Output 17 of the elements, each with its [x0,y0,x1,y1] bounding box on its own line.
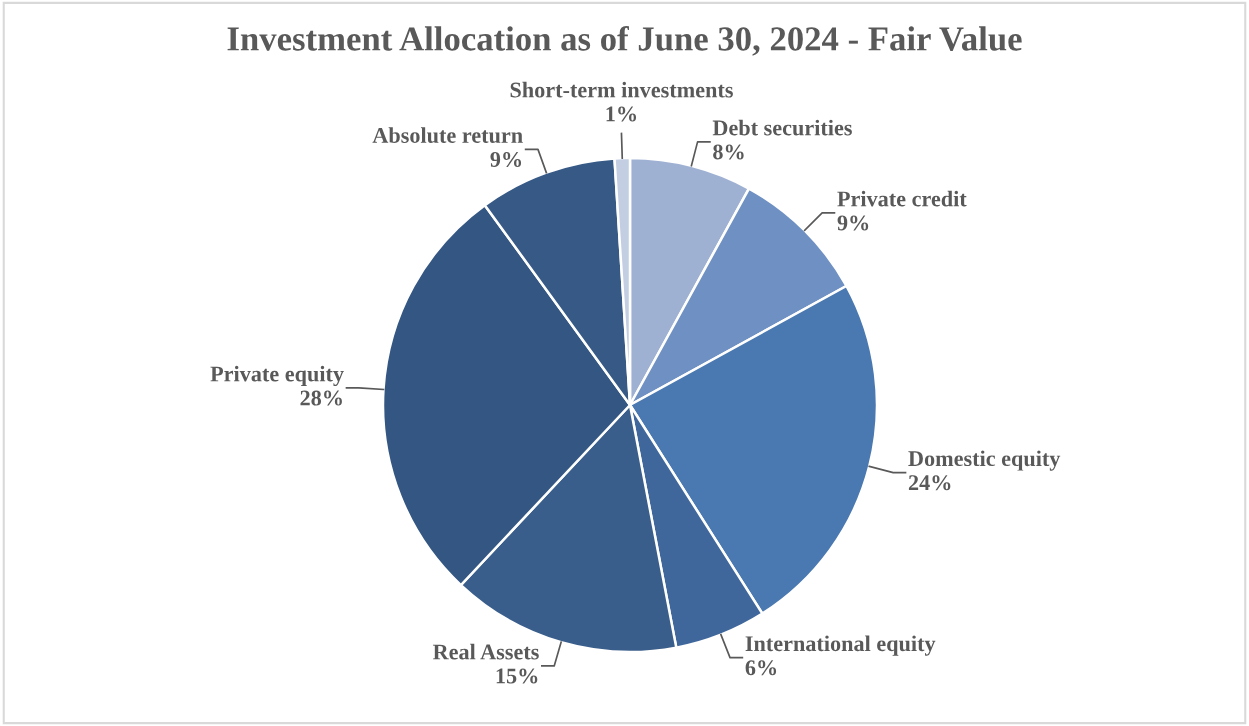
data-label: 1% [606,106,637,122]
data-label: 9% [837,215,869,231]
slice-label: Real Assets [432,643,539,660]
slice-label: Short-term investments [510,81,733,98]
slice-label: Absolute return [372,127,523,143]
data-label: 9% [490,151,522,167]
data-label: 15% [496,668,538,684]
data-label: 28% [300,390,342,406]
data-label: 8% [713,144,744,160]
data-label: 24% [908,475,951,491]
slice-label: Private equity [210,365,344,387]
chart-title: Investment Allocation as of June 30, 2024 - Fair Value [227,25,1022,56]
data-label: 6% [745,660,777,676]
slice-label: International equity [745,635,936,656]
slice-label: Debt securities [712,119,852,136]
slice-label: Private credit [837,190,967,207]
slice-label: Domestic equity [908,450,1061,471]
